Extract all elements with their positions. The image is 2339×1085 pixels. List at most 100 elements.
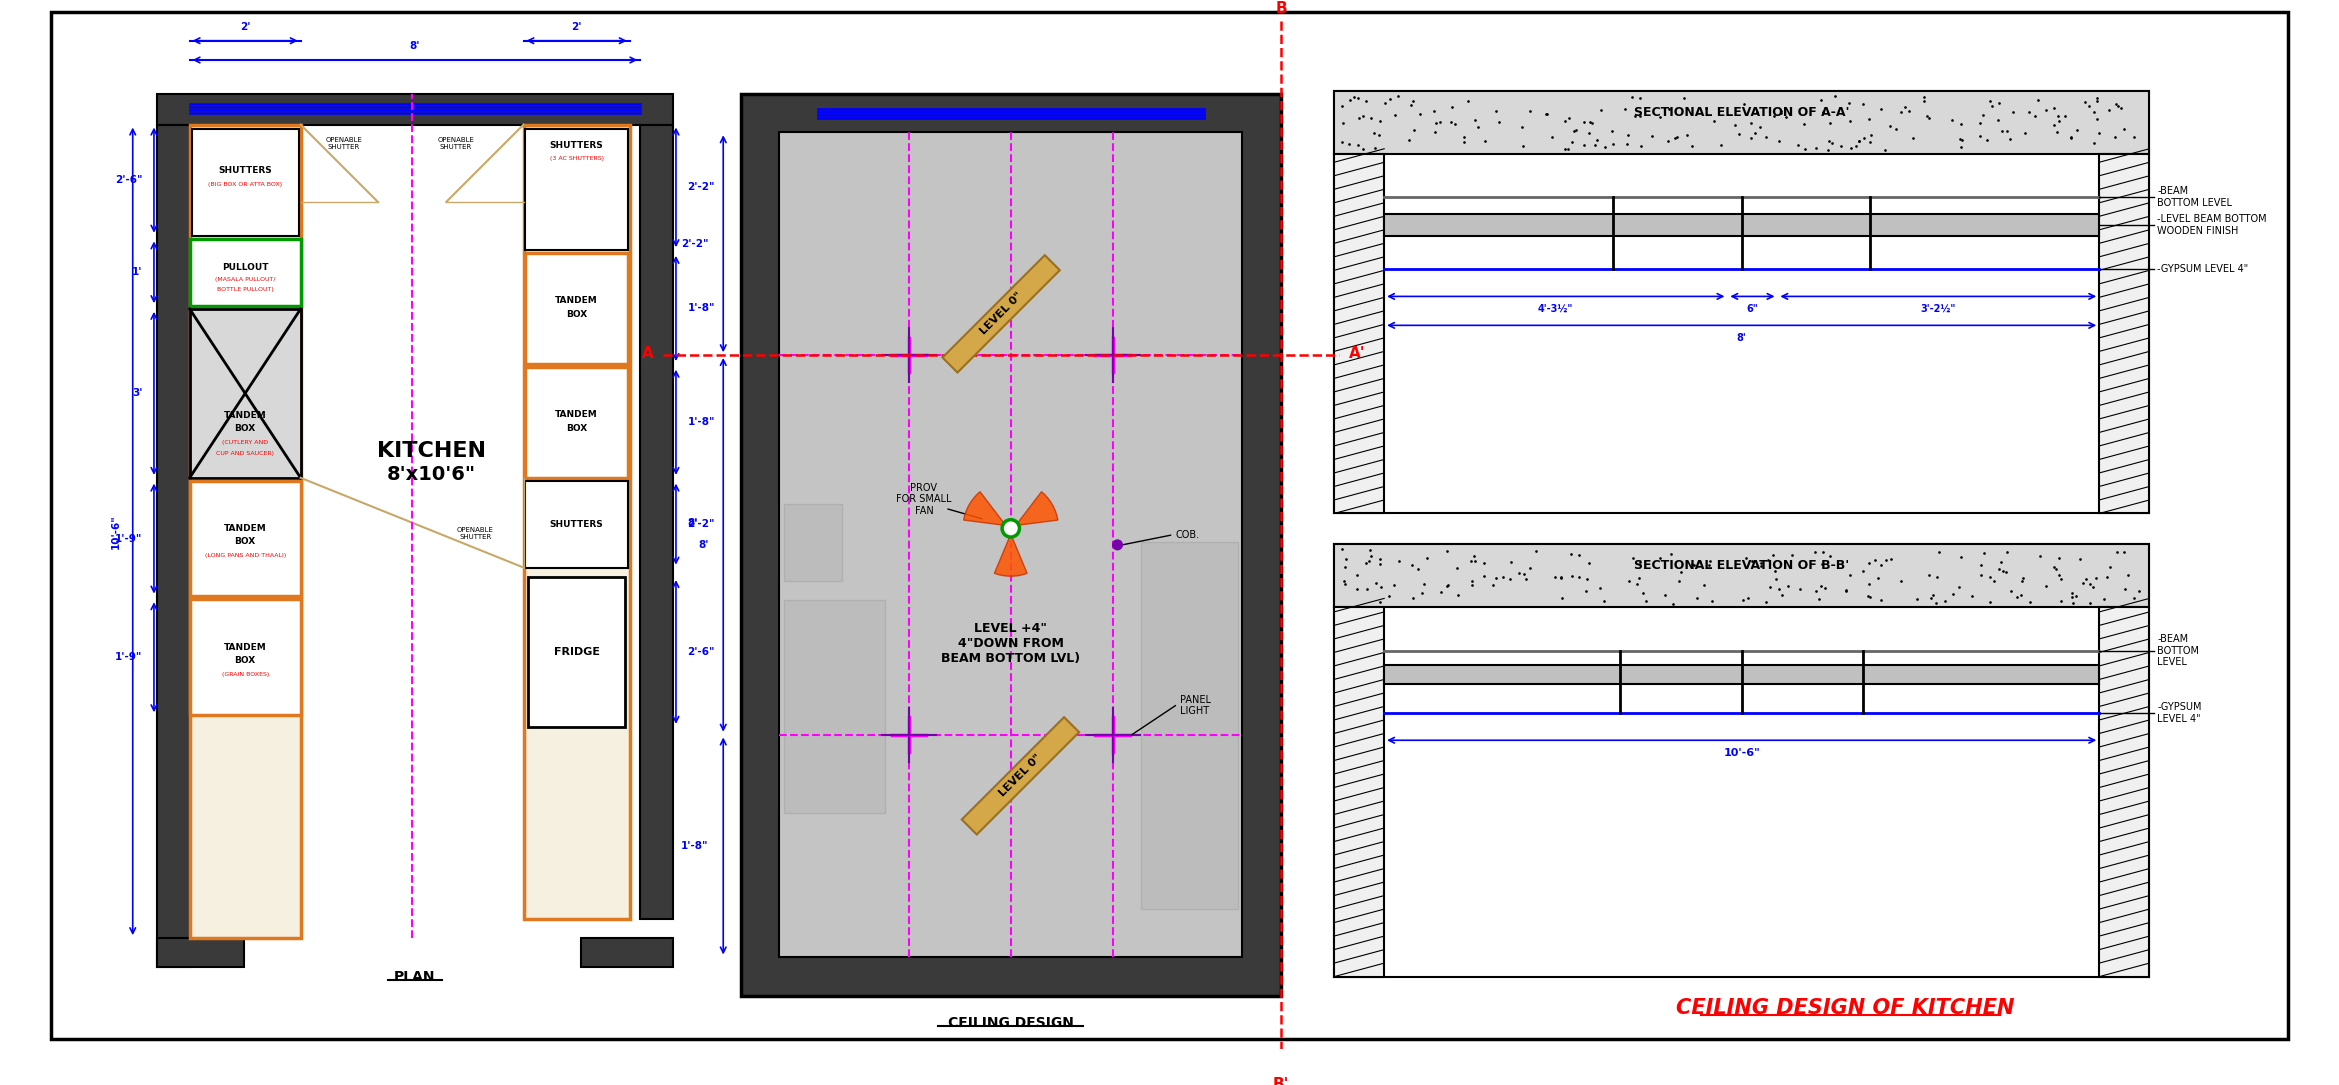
Bar	[1333, 91, 2150, 154]
Bar	[784, 503, 842, 582]
Text: 2'-2": 2'-2"	[688, 182, 716, 192]
Text: A: A	[641, 346, 655, 360]
Polygon shape	[994, 534, 1027, 576]
Polygon shape	[943, 255, 1060, 372]
Bar	[1722, 218, 1733, 231]
Text: TANDEM: TANDEM	[554, 410, 599, 419]
Bar	[784, 600, 886, 813]
Text: 2'-6": 2'-6"	[115, 175, 143, 186]
Bar	[526, 129, 627, 250]
Text: 1'-8": 1'-8"	[688, 304, 716, 314]
Text: TANDEM: TANDEM	[225, 643, 267, 652]
Bar	[741, 93, 1282, 996]
Text: (GRAIN BOXES): (GRAIN BOXES)	[222, 672, 269, 677]
Bar	[157, 93, 674, 125]
Text: SHUTTERS: SHUTTERS	[550, 520, 603, 528]
Text: TANDEM: TANDEM	[554, 296, 599, 305]
Text: (BIG BOX OR ATTA BOX): (BIG BOX OR ATTA BOX)	[208, 182, 283, 187]
Bar	[157, 125, 189, 967]
Text: B': B'	[1272, 1077, 1289, 1085]
Text: (3 AC SHUTTERS): (3 AC SHUTTERS)	[550, 156, 603, 161]
Text: OPENABLE
SHUTTER: OPENABLE SHUTTER	[437, 138, 475, 151]
Text: OPENABLE
SHUTTER: OPENABLE SHUTTER	[456, 527, 494, 540]
Bar	[1385, 215, 2098, 235]
Text: SECTIONAL ELEVATION OF B-B': SECTIONAL ELEVATION OF B-B'	[1635, 559, 1850, 572]
Bar	[1141, 542, 1237, 909]
Text: 8': 8'	[409, 41, 421, 51]
Text: BOX: BOX	[234, 424, 255, 433]
Text: 10'-6": 10'-6"	[110, 514, 119, 549]
Circle shape	[1113, 540, 1123, 550]
Text: -BEAM
BOTTOM LEVEL: -BEAM BOTTOM LEVEL	[2157, 187, 2231, 208]
Bar	[189, 239, 302, 306]
Text: SHUTTERS: SHUTTERS	[550, 141, 603, 151]
Bar	[526, 253, 627, 363]
Text: 6": 6"	[1747, 304, 1759, 314]
Circle shape	[536, 156, 617, 238]
Text: 1': 1'	[131, 267, 143, 278]
Circle shape	[550, 170, 603, 224]
Bar	[779, 132, 1242, 957]
Text: 8'x10'6": 8'x10'6"	[386, 465, 475, 484]
Bar	[192, 129, 299, 235]
Text: BOX: BOX	[234, 655, 255, 665]
Bar	[526, 367, 627, 477]
Circle shape	[215, 327, 239, 349]
Text: 10'-6": 10'-6"	[1724, 748, 1759, 757]
Text: PANEL
LIGHT: PANEL LIGHT	[1181, 694, 1212, 716]
Text: TANDEM: TANDEM	[225, 410, 267, 420]
Text: -LEVEL BEAM BOTTOM
WOODEN FINISH: -LEVEL BEAM BOTTOM WOODEN FINISH	[2157, 214, 2266, 235]
Text: KITCHEN: KITCHEN	[377, 441, 487, 461]
Text: LEVEL 0": LEVEL 0"	[996, 753, 1043, 799]
Bar	[157, 939, 243, 967]
Text: 2'-2": 2'-2"	[688, 519, 716, 529]
Text: 2'-6": 2'-6"	[688, 647, 716, 656]
Text: 8': 8'	[699, 540, 709, 550]
Bar	[1385, 665, 2098, 685]
Bar	[2098, 154, 2150, 513]
Text: PLAN: PLAN	[395, 970, 435, 984]
Text: 4'-3½": 4'-3½"	[1539, 304, 1574, 314]
Text: -GYPSUM LEVEL 4": -GYPSUM LEVEL 4"	[2157, 265, 2248, 275]
Text: CEILING DESIGN OF KITCHEN: CEILING DESIGN OF KITCHEN	[1677, 998, 2014, 1019]
Text: 2': 2'	[241, 22, 250, 33]
Text: LEVEL +4"
4"DOWN FROM
BEAM BOTTOM LVL): LEVEL +4" 4"DOWN FROM BEAM BOTTOM LVL)	[940, 623, 1081, 665]
Text: FRIDGE: FRIDGE	[554, 647, 599, 656]
Text: SHUTTERS: SHUTTERS	[218, 166, 271, 176]
Text: 2'-2": 2'-2"	[681, 239, 709, 248]
Bar	[1333, 545, 2150, 608]
Text: BOTTLE PULLOUT): BOTTLE PULLOUT)	[218, 288, 274, 292]
Bar	[1333, 154, 1385, 513]
Text: CEILING DESIGN: CEILING DESIGN	[947, 1016, 1074, 1030]
Text: 1'-8": 1'-8"	[688, 418, 716, 427]
Text: TANDEM: TANDEM	[225, 524, 267, 534]
Bar	[189, 599, 302, 715]
Text: (LONG PANS AND THAALI): (LONG PANS AND THAALI)	[203, 553, 285, 559]
Text: 2': 2'	[571, 22, 582, 33]
Text: COB.: COB.	[1177, 531, 1200, 540]
Bar	[524, 125, 629, 919]
Bar	[2098, 608, 2150, 976]
Text: 3': 3'	[131, 388, 143, 398]
Polygon shape	[1015, 492, 1057, 525]
Circle shape	[250, 327, 274, 349]
Text: A': A'	[1350, 346, 1366, 360]
Text: 8': 8'	[688, 518, 697, 527]
Text: (MASALA PULLOUT/: (MASALA PULLOUT/	[215, 278, 276, 282]
Text: OPENABLE
SHUTTER: OPENABLE SHUTTER	[325, 138, 363, 151]
Text: 3'-2½": 3'-2½"	[1920, 304, 1955, 314]
Bar	[189, 481, 302, 597]
Text: LEVEL 0": LEVEL 0"	[978, 291, 1024, 336]
Text: 1'-8": 1'-8"	[681, 841, 709, 851]
Text: CUP AND SAUCER): CUP AND SAUCER)	[215, 451, 274, 456]
Polygon shape	[964, 492, 1006, 525]
Text: SECTIONAL ELEVATION OF A-A': SECTIONAL ELEVATION OF A-A'	[1635, 105, 1850, 118]
Bar	[1333, 91, 2150, 513]
Text: PULLOUT: PULLOUT	[222, 263, 269, 272]
Bar	[529, 577, 625, 727]
Bar	[582, 939, 674, 967]
Bar	[189, 309, 302, 477]
Bar	[1333, 545, 2150, 976]
Text: PROV
FOR SMALL
FAN: PROV FOR SMALL FAN	[896, 483, 952, 516]
Bar	[641, 125, 674, 919]
